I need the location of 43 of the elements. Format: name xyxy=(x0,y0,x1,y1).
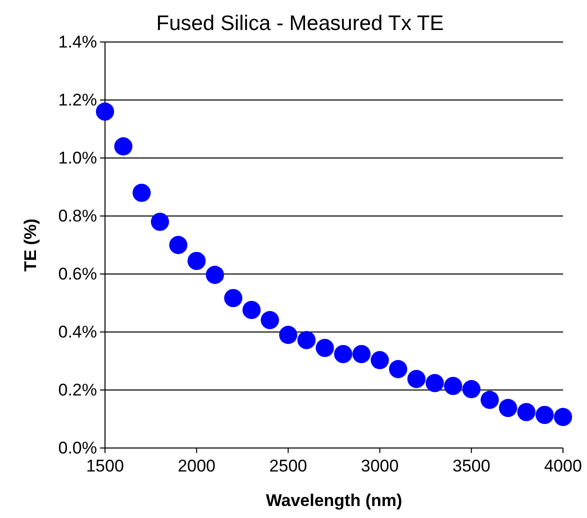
point xyxy=(206,266,224,284)
point xyxy=(334,344,352,364)
x-tick-label: 1500 xyxy=(86,456,124,476)
y-tick-label: 1.4% xyxy=(58,32,97,52)
point xyxy=(279,326,298,344)
y-tick-label: 0.8% xyxy=(58,206,97,226)
point xyxy=(242,300,261,320)
point xyxy=(150,212,170,231)
point xyxy=(462,380,480,398)
point xyxy=(260,311,279,330)
x-tick-label: 3000 xyxy=(360,456,399,476)
point xyxy=(297,331,316,350)
y-tick-label: 1.2% xyxy=(58,90,97,110)
point xyxy=(426,374,444,392)
x-axis-title: Wavelength (nm) xyxy=(266,491,402,510)
point xyxy=(224,288,242,308)
x-tick-label: 2500 xyxy=(269,456,308,476)
y-tick-label: 0.0% xyxy=(58,438,97,458)
point xyxy=(389,360,408,378)
point xyxy=(370,351,389,370)
x-tick-label: 2000 xyxy=(178,456,216,476)
point xyxy=(188,252,206,270)
y-tick-label: 1.0% xyxy=(58,148,97,168)
point xyxy=(407,370,426,388)
point xyxy=(554,408,572,426)
chart-title: Fused Silica - Measured Tx TE xyxy=(156,12,444,35)
x-tick-label: 3500 xyxy=(452,456,490,476)
point xyxy=(316,338,334,358)
y-tick-label: 0.6% xyxy=(58,264,97,284)
point xyxy=(517,402,536,422)
point xyxy=(352,344,371,364)
point xyxy=(132,184,151,202)
x-tick-label: 4000 xyxy=(544,456,582,476)
point xyxy=(114,137,132,156)
point xyxy=(480,390,499,409)
point xyxy=(536,406,554,424)
point xyxy=(96,102,114,121)
y-tick-label: 0.2% xyxy=(58,380,97,400)
y-tick-label: 0.4% xyxy=(58,322,97,342)
point xyxy=(444,376,462,396)
y-axis-title: TE (%) xyxy=(21,218,40,272)
point xyxy=(169,236,188,254)
point xyxy=(498,398,518,418)
